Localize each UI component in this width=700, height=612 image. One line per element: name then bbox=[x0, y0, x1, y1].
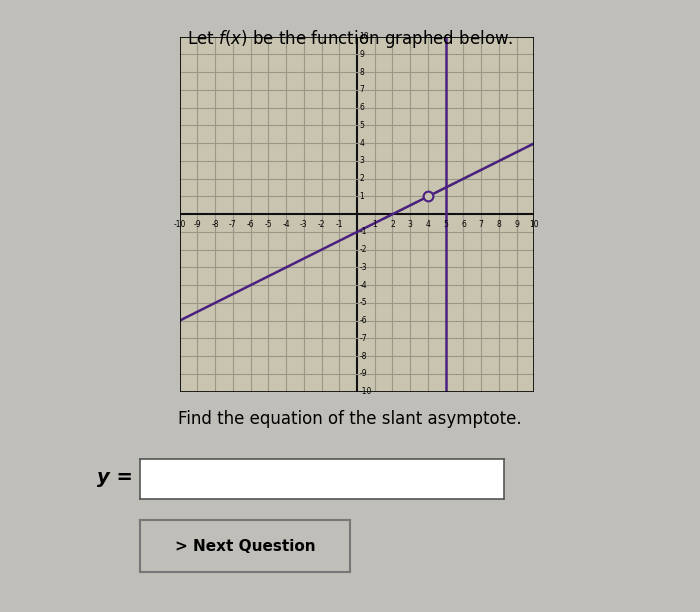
Text: 3: 3 bbox=[360, 157, 365, 165]
Text: 7: 7 bbox=[479, 220, 484, 228]
Text: 4: 4 bbox=[360, 139, 365, 147]
Bar bbox=[179, 37, 535, 392]
Text: -4: -4 bbox=[360, 281, 368, 289]
Text: 2: 2 bbox=[360, 174, 365, 183]
Text: 7: 7 bbox=[360, 86, 365, 94]
Text: -9: -9 bbox=[360, 370, 368, 378]
Text: -1: -1 bbox=[360, 228, 368, 236]
Text: -3: -3 bbox=[360, 263, 368, 272]
Text: 8: 8 bbox=[496, 220, 501, 228]
Text: 5: 5 bbox=[360, 121, 365, 130]
Text: -10: -10 bbox=[360, 387, 372, 396]
Text: -7: -7 bbox=[229, 220, 237, 228]
Text: 6: 6 bbox=[461, 220, 466, 228]
Text: 4: 4 bbox=[426, 220, 430, 228]
Text: 10: 10 bbox=[530, 220, 539, 228]
Text: -5: -5 bbox=[265, 220, 272, 228]
Text: Let $f(x)$ be the function graphed below.: Let $f(x)$ be the function graphed below… bbox=[187, 28, 513, 50]
Text: -8: -8 bbox=[360, 352, 368, 360]
Text: > Next Question: > Next Question bbox=[175, 539, 315, 554]
Text: -2: -2 bbox=[360, 245, 368, 254]
Text: 3: 3 bbox=[408, 220, 413, 228]
Text: 2: 2 bbox=[390, 220, 395, 228]
Text: 8: 8 bbox=[360, 68, 365, 76]
Text: -3: -3 bbox=[300, 220, 307, 228]
Text: 1: 1 bbox=[360, 192, 365, 201]
Text: -5: -5 bbox=[360, 299, 368, 307]
Text: -6: -6 bbox=[360, 316, 368, 325]
Text: 1: 1 bbox=[372, 220, 377, 228]
Text: -1: -1 bbox=[335, 220, 343, 228]
Text: 6: 6 bbox=[360, 103, 365, 112]
Text: -10: -10 bbox=[174, 220, 186, 228]
Text: -2: -2 bbox=[318, 220, 326, 228]
Text: y =: y = bbox=[97, 468, 133, 487]
Text: -7: -7 bbox=[360, 334, 368, 343]
Text: -6: -6 bbox=[246, 220, 254, 228]
Text: -9: -9 bbox=[193, 220, 201, 228]
Text: 9: 9 bbox=[514, 220, 519, 228]
Text: 9: 9 bbox=[360, 50, 365, 59]
Text: -4: -4 bbox=[282, 220, 290, 228]
Text: 10: 10 bbox=[360, 32, 370, 41]
Text: Find the equation of the slant asymptote.: Find the equation of the slant asymptote… bbox=[178, 410, 522, 428]
Text: 5: 5 bbox=[443, 220, 448, 228]
Text: -8: -8 bbox=[211, 220, 219, 228]
